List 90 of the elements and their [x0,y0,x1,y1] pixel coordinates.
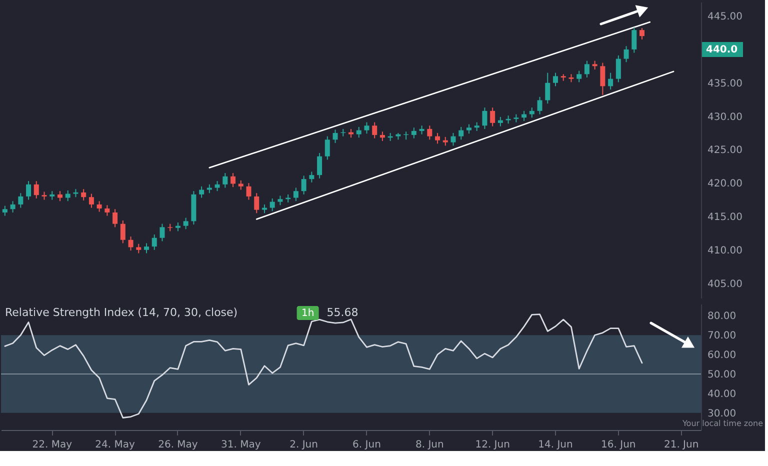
x-tick-label: 6. Jun [352,440,381,450]
x-tick-label: 14. Jun [538,440,573,450]
y-tick-label: 40.00 [708,388,736,400]
candlestick [301,175,306,195]
candlestick [411,127,416,139]
candlestick [96,200,102,212]
candlestick [332,129,338,144]
candlestick [246,182,252,200]
candlestick [88,193,94,208]
y-tick-label: 50.00 [708,370,736,380]
candlestick [26,180,32,200]
y-tick-label: 435.00 [708,78,742,90]
y-tick-label: 80.00 [708,311,736,322]
candlestick [270,198,275,212]
candlestick [10,200,16,213]
x-tick-label: 24. May [95,440,135,450]
candlestick [450,132,456,146]
x-tick-label: 31. May [221,440,261,450]
candlestick [482,107,488,130]
y-tick-label: 70.00 [708,330,736,342]
candlestick [104,204,110,216]
candlestick [120,220,126,244]
candlestick [372,122,378,139]
candlestick [545,72,550,104]
candlestick [2,205,8,216]
candlestick [364,122,370,134]
candlestick [309,171,314,183]
y-tick-label: 60.00 [708,350,736,362]
annotation: 1h [301,308,314,319]
y-tick-label: 430.00 [708,112,742,123]
candlestick [632,26,637,54]
candlestick [324,136,330,160]
x-tick-label: 21. Jun [664,440,699,450]
candlestick [600,62,606,96]
candlestick [230,172,236,188]
annotation: Your local time zone [681,419,764,428]
candlestick [152,234,157,250]
candlestick [278,195,283,206]
candlestick [356,126,362,138]
candlestick [317,152,322,179]
candlestick [624,46,629,63]
candlestick [522,110,527,122]
candlestick [427,125,432,140]
x-tick-label: 26. May [158,440,198,450]
candlestick [65,190,70,202]
candlestick [458,126,464,140]
candlestick [136,243,142,254]
candlestick [529,107,534,118]
candlestick [293,187,298,202]
y-tick-label: 410.00 [708,245,742,256]
x-tick-label: 8. Jun [415,440,444,450]
candlestick [81,188,86,201]
candlestick [160,223,165,242]
candlestick [144,242,150,254]
x-tick-label: 16. Jun [601,440,636,450]
y-tick-label: 405.00 [708,278,742,290]
candlestick [57,190,62,202]
y-tick-label: 445.00 [708,12,742,23]
x-tick-label: 22. May [32,440,72,450]
candlestick [466,124,472,134]
candlestick [34,180,39,199]
candlestick [552,72,558,87]
candlestick [435,132,440,144]
candlestick [498,116,503,127]
candlestick [584,60,590,78]
candlestick [199,186,204,198]
candlestick [576,70,582,83]
y-tick-label: 420.00 [708,178,742,190]
candlestick [616,54,621,83]
annotation: 440.0 [706,44,738,56]
candlestick [112,208,118,228]
candlestick [490,107,496,127]
candlestick [537,96,542,115]
x-tick-label: 12. Jun [475,440,510,450]
candlestick [18,192,24,208]
candlestick [128,236,134,252]
candlestick [608,72,614,90]
candlestick [183,217,188,230]
y-tick-label: 425.00 [708,145,742,156]
candlestick [222,172,228,188]
x-tick-label: 2. Jun [290,440,318,450]
y-tick-label: 415.00 [708,212,742,223]
y-tick-label: 30.00 [708,408,736,420]
candlestick [380,131,385,142]
candlestick [640,28,645,40]
chart-title: Relative Strength Index (14, 70, 30, close) [5,306,238,319]
candlestick [214,180,220,192]
candlestick [254,192,260,214]
annotation: 55.68 [326,306,358,319]
candlestick [238,180,244,190]
